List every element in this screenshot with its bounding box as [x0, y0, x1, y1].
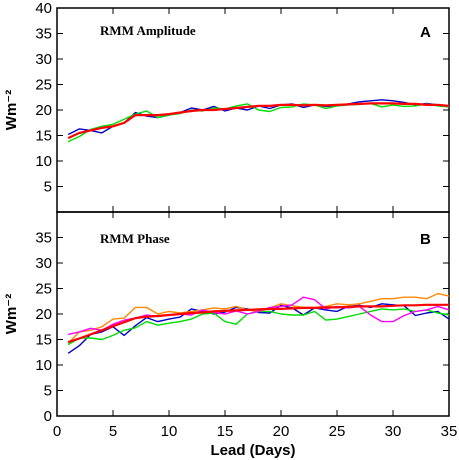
y-axis-title-a: Wm⁻² [3, 90, 20, 130]
y-tick-label-b: 5 [44, 383, 52, 400]
x-tick-label: 5 [109, 423, 117, 440]
y-tick-label-b: 35 [35, 230, 52, 247]
y-tick-label-b: 20 [35, 306, 52, 323]
panel-title-b: RMM Phase [100, 231, 170, 246]
y-tick-label-a: 15 [35, 128, 52, 145]
y-tick-label-a: 20 [35, 102, 52, 119]
y-tick-label-a: 10 [35, 153, 52, 170]
panel-letter-a: A [420, 24, 431, 41]
series-line-b-0 [67, 303, 449, 344]
y-tick-label-a: 25 [35, 77, 52, 94]
series-line-b-3 [67, 292, 450, 344]
y-tick-label-b: 10 [35, 357, 52, 374]
series-line-a-2 [67, 102, 450, 143]
y-tick-label-b: 25 [35, 281, 52, 298]
series-line-b-2 [67, 308, 450, 346]
x-axis-title: Lead (Days) [210, 442, 295, 459]
x-tick-label: 10 [161, 423, 178, 440]
series-line-b-4 [68, 296, 450, 336]
panel-frame-a [56, 7, 450, 213]
x-tick-label: 20 [273, 423, 290, 440]
y-tick-label-b: 30 [35, 255, 52, 272]
y-tick-label-a: 5 [44, 179, 52, 196]
y-tick-label-b: 15 [35, 332, 52, 349]
y-tick-label-a: 35 [35, 26, 52, 43]
x-tick-label: 30 [385, 423, 402, 440]
x-tick-label: 15 [217, 423, 234, 440]
panel-rmm-phase: RMM Phase B Wm⁻² 0 5 10 15 20 25 30 35 [3, 211, 450, 425]
panel-letter-b: B [420, 231, 431, 248]
x-tick-label: 25 [329, 423, 346, 440]
y-tick-label-b: 0 [44, 408, 52, 425]
series-line-a-0 [67, 102, 450, 140]
y-tick-label-a: 30 [35, 51, 52, 68]
panel-title-a: RMM Amplitude [100, 23, 196, 38]
y-tick-label-a: 40 [35, 0, 52, 17]
y-axis-title-b: Wm⁻² [3, 294, 20, 334]
panel-rmm-amplitude: RMM Amplitude A Wm⁻² 5 10 15 20 25 30 35 40 [3, 0, 450, 213]
x-tick-label: 35 [441, 423, 458, 440]
x-tick-label: 0 [53, 423, 61, 440]
